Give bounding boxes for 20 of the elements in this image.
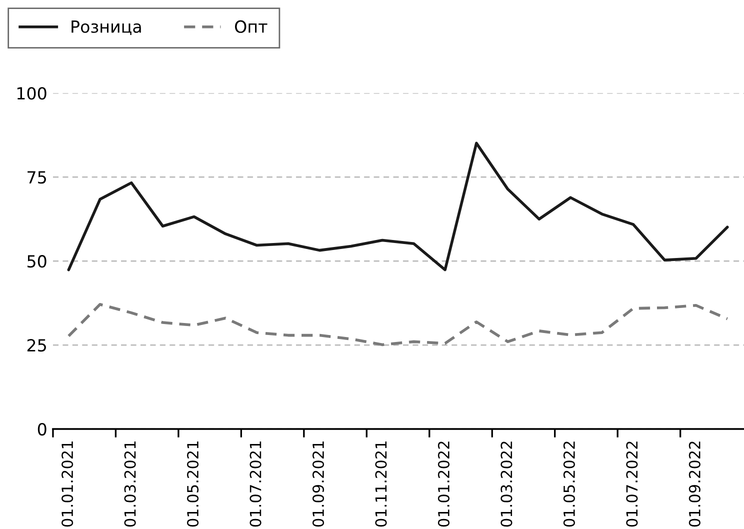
- x-tick-label: 01.07.2021: [250, 442, 262, 527]
- x-tick-label: 01.01.2022: [438, 442, 450, 527]
- x-tick-label: 01.01.2021: [62, 442, 74, 527]
- y-tick-label: 25: [27, 339, 46, 352]
- y-tick-label: 100: [17, 87, 46, 100]
- x-tick-label: 01.03.2022: [500, 442, 512, 527]
- x-tick-label: 01.05.2022: [563, 442, 575, 527]
- y-tick-label: 50: [27, 255, 46, 268]
- y-tick-label: 0: [38, 422, 46, 436]
- line-series: [67, 142, 729, 272]
- legend-label: Розница: [72, 20, 141, 35]
- x-tick-label: 01.03.2021: [124, 442, 136, 527]
- line-series: [67, 303, 729, 346]
- x-tick-label: 01.11.2021: [375, 442, 387, 527]
- x-tick-label: 01.09.2022: [688, 442, 700, 527]
- legend-label: Опт: [234, 20, 268, 33]
- x-tick-label: 01.07.2022: [626, 442, 638, 527]
- x-tick-label: 01.05.2021: [187, 442, 199, 527]
- y-tick-label: 75: [28, 171, 46, 184]
- x-tick-label: 01.09.2021: [312, 442, 324, 527]
